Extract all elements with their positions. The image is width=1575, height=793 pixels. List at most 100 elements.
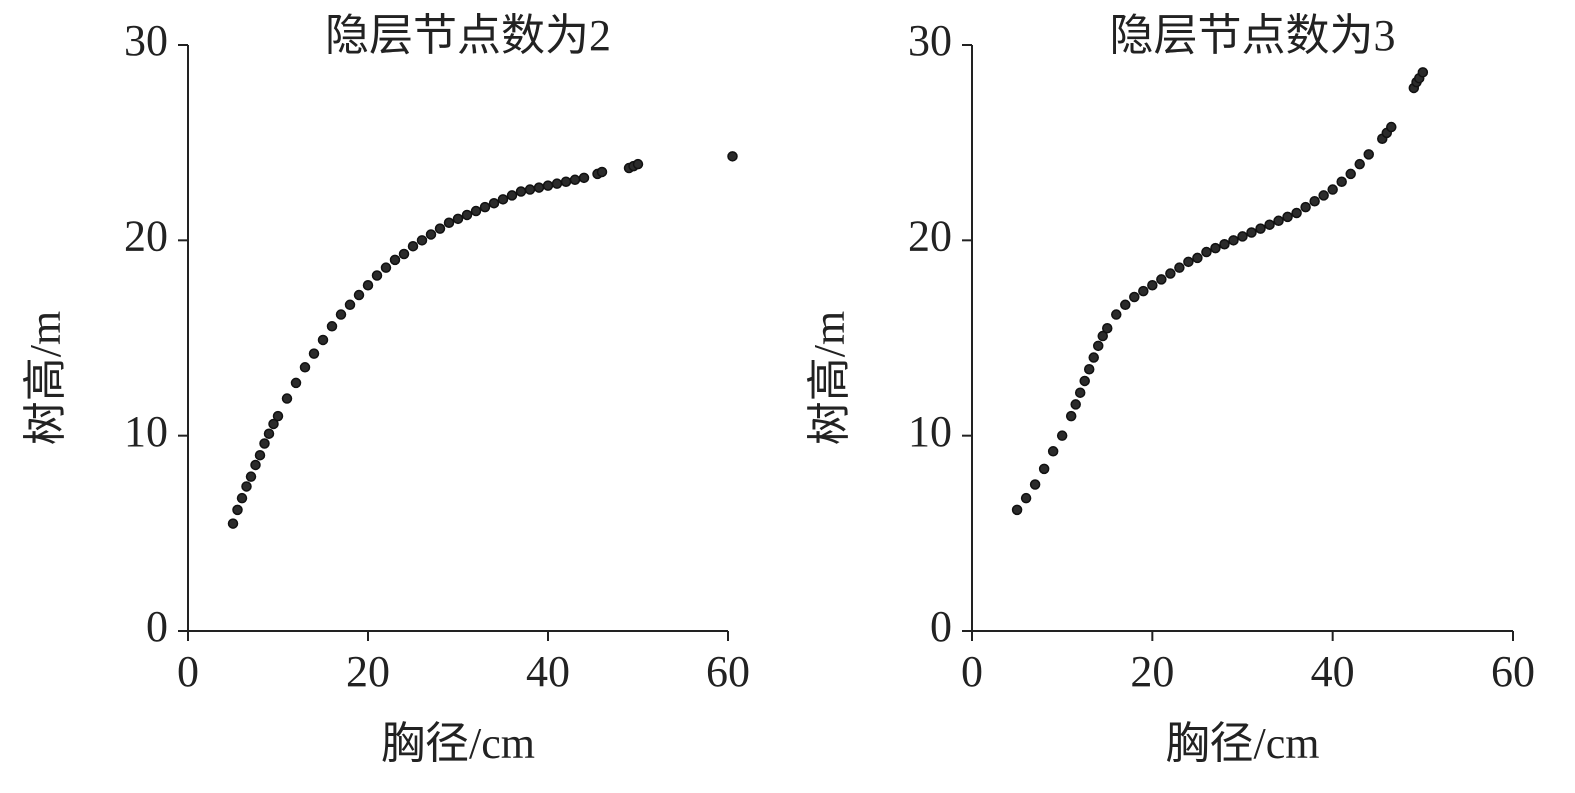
point: [281, 393, 293, 404]
x-tick-label: 20: [346, 647, 390, 696]
point: [245, 471, 257, 482]
y-tick-label: 0: [930, 602, 952, 651]
y-tick-label: 20: [908, 211, 952, 260]
point: [259, 438, 270, 449]
x-tick-label: 40: [1311, 647, 1355, 696]
x-tick-label: 0: [961, 647, 983, 696]
x-tick-label: 60: [706, 647, 750, 696]
y-tick-label: 30: [908, 16, 952, 65]
y-tick-label: 20: [124, 211, 168, 260]
point: [1120, 299, 1131, 311]
x-axis-label: 胸径/cm: [1166, 719, 1320, 768]
point: [1210, 242, 1221, 254]
point: [335, 309, 347, 320]
point: [290, 377, 302, 389]
point: [1129, 291, 1140, 303]
point: [326, 321, 338, 332]
point: [1111, 309, 1122, 320]
point: [524, 184, 536, 195]
point: [250, 459, 261, 471]
point: [1237, 231, 1248, 242]
point: [227, 518, 239, 529]
point: [1363, 149, 1374, 160]
point: [470, 205, 482, 217]
point: [1327, 184, 1338, 195]
point: [1386, 121, 1397, 133]
y-tick-label: 10: [908, 407, 952, 456]
point: [1309, 196, 1320, 207]
point: [362, 280, 374, 291]
point: [727, 151, 738, 162]
y-tick-label: 30: [124, 16, 168, 65]
point: [1083, 364, 1095, 375]
point: [533, 182, 545, 193]
point: [416, 235, 428, 246]
point: [299, 362, 311, 373]
point: [1038, 463, 1050, 475]
point: [1156, 274, 1167, 285]
point: [1070, 399, 1081, 410]
point: [578, 172, 590, 184]
point: [353, 289, 365, 301]
point: [1056, 430, 1068, 441]
point: [1020, 492, 1032, 504]
point: [1011, 504, 1023, 516]
point: [1088, 352, 1099, 363]
point: [1138, 285, 1149, 297]
point: [632, 158, 644, 170]
point: [1174, 262, 1185, 273]
chart-title: 隐层节点数为2: [325, 11, 611, 60]
point: [1097, 330, 1108, 342]
point: [1092, 340, 1104, 352]
point: [596, 166, 608, 178]
point: [344, 299, 356, 311]
point: [232, 504, 243, 516]
point: [1102, 322, 1113, 334]
point: [1300, 201, 1311, 213]
point: [1345, 168, 1356, 180]
point: [1165, 268, 1176, 279]
point: [389, 254, 401, 266]
point: [308, 348, 320, 359]
x-tick-label: 60: [1491, 647, 1535, 696]
point: [506, 190, 518, 201]
point: [1047, 446, 1059, 457]
point: [407, 240, 419, 252]
chart-title: 隐层节点数为3: [1110, 11, 1396, 60]
point: [479, 201, 491, 213]
point: [1228, 235, 1239, 246]
point: [1219, 238, 1230, 250]
point: [461, 209, 473, 221]
point: [560, 176, 572, 187]
point: [268, 418, 279, 430]
point: [452, 213, 464, 225]
point: [380, 262, 392, 273]
point: [488, 197, 500, 209]
point: [254, 449, 266, 461]
point: [1282, 211, 1293, 223]
point: [1183, 256, 1194, 268]
point: [1417, 67, 1429, 78]
point: [542, 180, 554, 191]
point: [1074, 387, 1086, 398]
y-axis-label: 树高/m: [805, 311, 854, 445]
point: [1255, 223, 1266, 234]
x-tick-label: 0: [177, 647, 199, 696]
point: [425, 229, 437, 240]
x-tick-label: 40: [526, 647, 570, 696]
x-tick-label: 20: [1130, 647, 1174, 696]
point: [1079, 375, 1090, 387]
point: [1336, 176, 1347, 187]
point: [1318, 190, 1329, 201]
point: [515, 186, 527, 197]
point: [1029, 479, 1041, 490]
point: [236, 492, 248, 504]
point: [1065, 410, 1077, 422]
point: [497, 194, 509, 205]
point: [1264, 219, 1275, 230]
y-tick-label: 0: [146, 602, 168, 651]
point: [1354, 158, 1365, 170]
point: [434, 223, 446, 234]
point: [443, 217, 455, 229]
